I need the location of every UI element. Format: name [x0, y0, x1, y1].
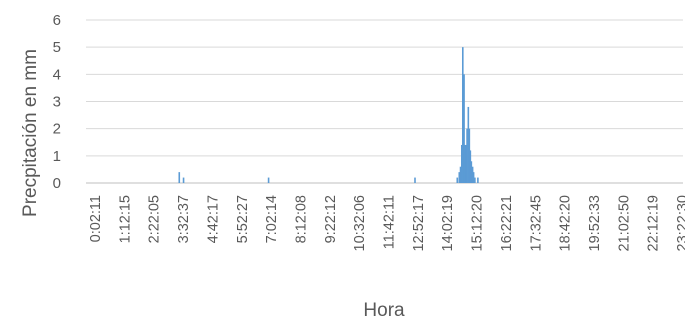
x-tick-label: 18:42:20	[558, 195, 574, 251]
x-tick-label: 10:32:06	[352, 195, 368, 251]
x-tick-label: 3:32:37	[176, 195, 192, 243]
data-bar	[267, 177, 270, 183]
data-bar	[456, 177, 459, 183]
x-tick-label: 12:52:17	[411, 195, 427, 251]
x-tick-label: 22:12:19	[646, 195, 662, 251]
data-bar	[470, 161, 473, 183]
x-tick-label: 8:12:08	[293, 195, 309, 243]
data-bar	[178, 172, 181, 183]
data-bar	[477, 177, 479, 183]
data-bar	[469, 150, 472, 183]
x-tick-label: 16:22:21	[499, 195, 515, 251]
data-bar	[465, 144, 467, 183]
y-axis-title: Precpitación en mm	[20, 49, 41, 217]
x-axis-title: Hora	[363, 300, 405, 321]
data-bar	[474, 177, 476, 183]
x-tick-label: 15:12:20	[470, 195, 486, 251]
y-tick-label: 1	[53, 148, 61, 165]
x-tick-label: 14:02:19	[440, 195, 456, 251]
x-tick-label: 0:02:11	[88, 195, 104, 242]
data-bar	[461, 47, 464, 183]
x-tick-label: 11:42:11	[382, 195, 398, 249]
x-tick-label: 17:32:45	[528, 195, 544, 251]
y-tick-label: 6	[53, 12, 61, 29]
x-tick-label: 2:22:05	[147, 195, 163, 243]
data-bar	[460, 144, 463, 183]
x-tick-label: 9:22:12	[323, 195, 339, 243]
data-bar	[458, 172, 461, 183]
data-bar	[467, 106, 470, 183]
data-bar	[468, 128, 471, 183]
data-bar	[414, 177, 416, 183]
y-tick-label: 0	[53, 175, 61, 192]
data-bar	[463, 74, 465, 183]
data-bar	[472, 172, 475, 183]
data-bar	[459, 166, 462, 183]
y-tick-label: 2	[53, 121, 61, 138]
data-bar	[464, 144, 466, 183]
x-tick-label: 7:02:14	[264, 195, 280, 243]
data-bar	[466, 128, 468, 183]
x-tick-label: 21:02:50	[616, 195, 632, 251]
x-tick-label: 19:52:33	[587, 195, 603, 251]
x-tick-label: 1:12:15	[117, 195, 133, 243]
data-bar	[182, 177, 185, 183]
x-tick-label: 4:42:17	[205, 195, 221, 243]
data-bar	[471, 166, 474, 183]
x-tick-label: 5:52:27	[235, 195, 251, 243]
x-tick-label: 23:22:30	[675, 195, 685, 251]
y-tick-label: 3	[53, 94, 61, 111]
y-tick-label: 5	[53, 39, 61, 56]
y-tick-label: 4	[53, 66, 61, 83]
